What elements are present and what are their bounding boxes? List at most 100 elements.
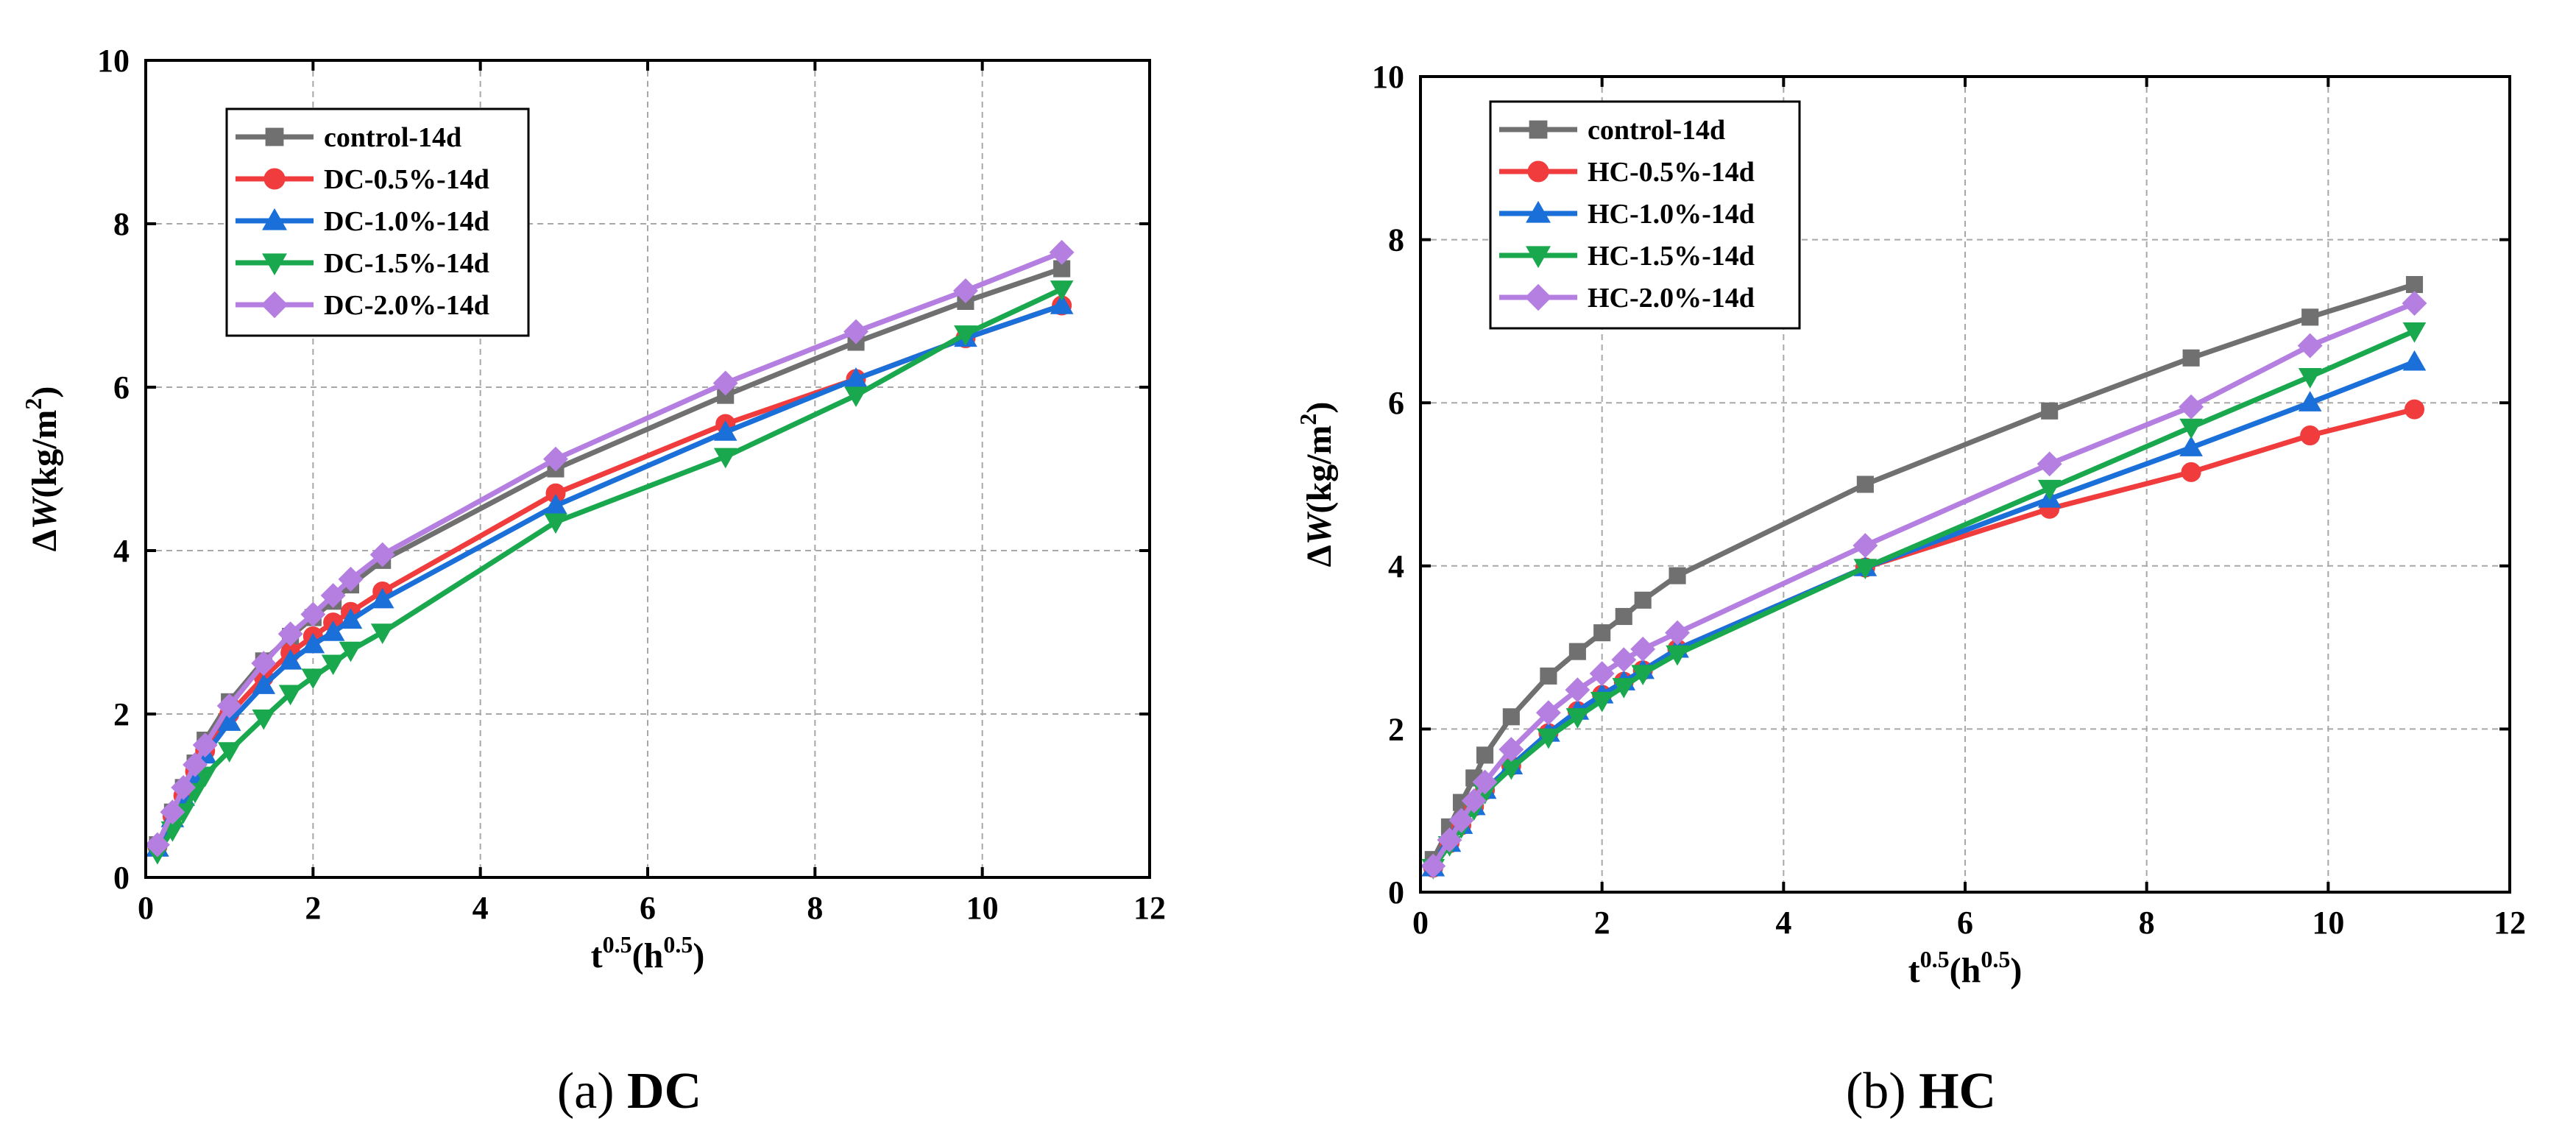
- data-point: [183, 752, 208, 777]
- x-tick-label: 12: [2494, 905, 2526, 941]
- y-axis-label-sup: 2: [20, 398, 46, 410]
- data-point: [1853, 533, 1878, 559]
- data-point: [713, 448, 737, 469]
- x-axis-label: t0.5(h0.5): [1908, 946, 2023, 990]
- legend-marker: [1526, 200, 1551, 223]
- data-point: [1049, 239, 1075, 265]
- y-axis-label-delta: Δ: [1300, 545, 1339, 567]
- data-point: [2037, 479, 2062, 501]
- series-HC-2.0%-14d: [1420, 291, 2427, 879]
- x-tick-label: 6: [1957, 905, 1973, 941]
- data-point: [1669, 567, 1686, 584]
- data-point: [277, 621, 303, 647]
- legend: control-14d DC-0.5%-14d DC-1.0%-14d DC-1.5%…: [225, 107, 530, 337]
- data-point: [2181, 462, 2201, 482]
- legend-marker: [1529, 120, 1548, 139]
- legend-item: HC-0.5%-14d: [1499, 157, 1755, 188]
- data-point: [1540, 667, 1557, 685]
- data-point: [339, 608, 363, 629]
- data-point: [321, 654, 345, 676]
- legend-label: control-14d: [1588, 115, 1725, 146]
- x-axis-label-sup2: 0.5: [1981, 946, 2010, 972]
- legend-item: DC-1.0%-14d: [236, 206, 489, 237]
- data-point: [1630, 636, 1656, 662]
- data-point: [320, 583, 346, 609]
- y-axis-label-unit: (kg/m: [25, 410, 64, 498]
- legend-item: HC-2.0%-14d: [1499, 283, 1755, 314]
- data-point: [543, 446, 568, 472]
- y-tick-label: 6: [1388, 385, 1404, 421]
- data-point: [252, 709, 276, 730]
- data-point: [2297, 333, 2323, 358]
- data-point: [2037, 451, 2062, 477]
- x-axis-label-sup: 0.5: [603, 931, 632, 958]
- data-point: [216, 693, 242, 718]
- chart-caption-prefix: (b): [1846, 1063, 1919, 1120]
- y-axis-label-delta: Δ: [25, 529, 64, 551]
- data-point: [252, 674, 276, 694]
- legend-item: DC-1.5%-14d: [236, 248, 489, 279]
- y-tick-label: 2: [1388, 711, 1404, 747]
- x-axis-label-end: ): [693, 936, 704, 975]
- x-tick-label: 8: [807, 890, 823, 926]
- data-point: [2298, 368, 2322, 389]
- y-tick-label: 6: [113, 370, 130, 406]
- x-tick-label: 2: [1594, 905, 1610, 941]
- chart-hc: 0 2 4 6 8 10 120246810t0.5(h0.5)ΔW(kg/m2)contr…: [1295, 59, 2526, 1120]
- legend-item: HC-1.5%-14d: [1499, 241, 1755, 272]
- legend-label: DC-0.5%-14d: [324, 164, 489, 195]
- y-axis-label-var: W: [1300, 511, 1339, 545]
- data-point: [1589, 661, 1615, 687]
- data-point: [952, 278, 978, 303]
- y-axis-label-end: ): [1300, 402, 1339, 414]
- data-point: [339, 641, 363, 662]
- y-tick-label: 8: [113, 206, 130, 242]
- data-point: [1448, 807, 1474, 833]
- x-axis-label: t0.5(h0.5): [591, 931, 705, 975]
- data-point: [300, 601, 326, 627]
- data-point: [1853, 559, 1878, 579]
- data-point: [1050, 294, 1074, 314]
- data-point: [1568, 643, 1586, 660]
- series-DC-1.5%-14d: [146, 280, 1074, 865]
- chart-dc: 0 2 4 6 8 10 120246810t0.5(h0.5)ΔW(kg/m2)contr…: [20, 43, 1166, 1120]
- y-tick-label: 4: [1388, 548, 1404, 584]
- legend-marker: [262, 208, 287, 230]
- x-tick-label: 0: [1412, 905, 1429, 941]
- chart-caption-prefix: (a): [557, 1063, 627, 1120]
- x-axis-label-base: t: [1908, 951, 1920, 990]
- data-point: [2405, 399, 2424, 420]
- data-point: [1437, 827, 1462, 853]
- data-point: [217, 710, 241, 731]
- data-point: [144, 832, 170, 858]
- data-point: [2301, 308, 2319, 326]
- data-point: [370, 623, 394, 644]
- data-point: [1634, 591, 1652, 609]
- legend-label: HC-2.0%-14d: [1588, 283, 1755, 314]
- x-axis-label-sup: 0.5: [1920, 946, 1950, 972]
- data-point: [338, 566, 364, 592]
- y-axis-label-unit: (kg/m: [1300, 425, 1339, 514]
- x-tick-label: 8: [2139, 905, 2155, 941]
- legend-label: control-14d: [324, 122, 461, 153]
- data-point: [251, 651, 277, 676]
- x-tick-label: 10: [2312, 905, 2344, 941]
- data-point: [192, 732, 218, 758]
- legend-label: DC-2.0%-14d: [324, 290, 489, 321]
- data-point: [1856, 476, 1874, 493]
- chart-caption: (b) HC: [1846, 1063, 1996, 1120]
- x-tick-label: 2: [305, 890, 321, 926]
- legend-item: HC-1.0%-14d: [1499, 199, 1755, 230]
- data-point: [1476, 746, 1494, 764]
- data-point: [1615, 607, 1632, 626]
- data-point: [844, 386, 868, 408]
- data-point: [713, 420, 737, 441]
- legend-marker: [1527, 160, 1549, 183]
- data-point: [1590, 691, 1614, 713]
- y-tick-label: 4: [113, 533, 130, 569]
- legend-label: HC-1.5%-14d: [1588, 241, 1755, 272]
- legend-item: DC-0.5%-14d: [236, 164, 489, 195]
- x-tick-label: 0: [138, 890, 154, 926]
- data-point: [1535, 700, 1561, 726]
